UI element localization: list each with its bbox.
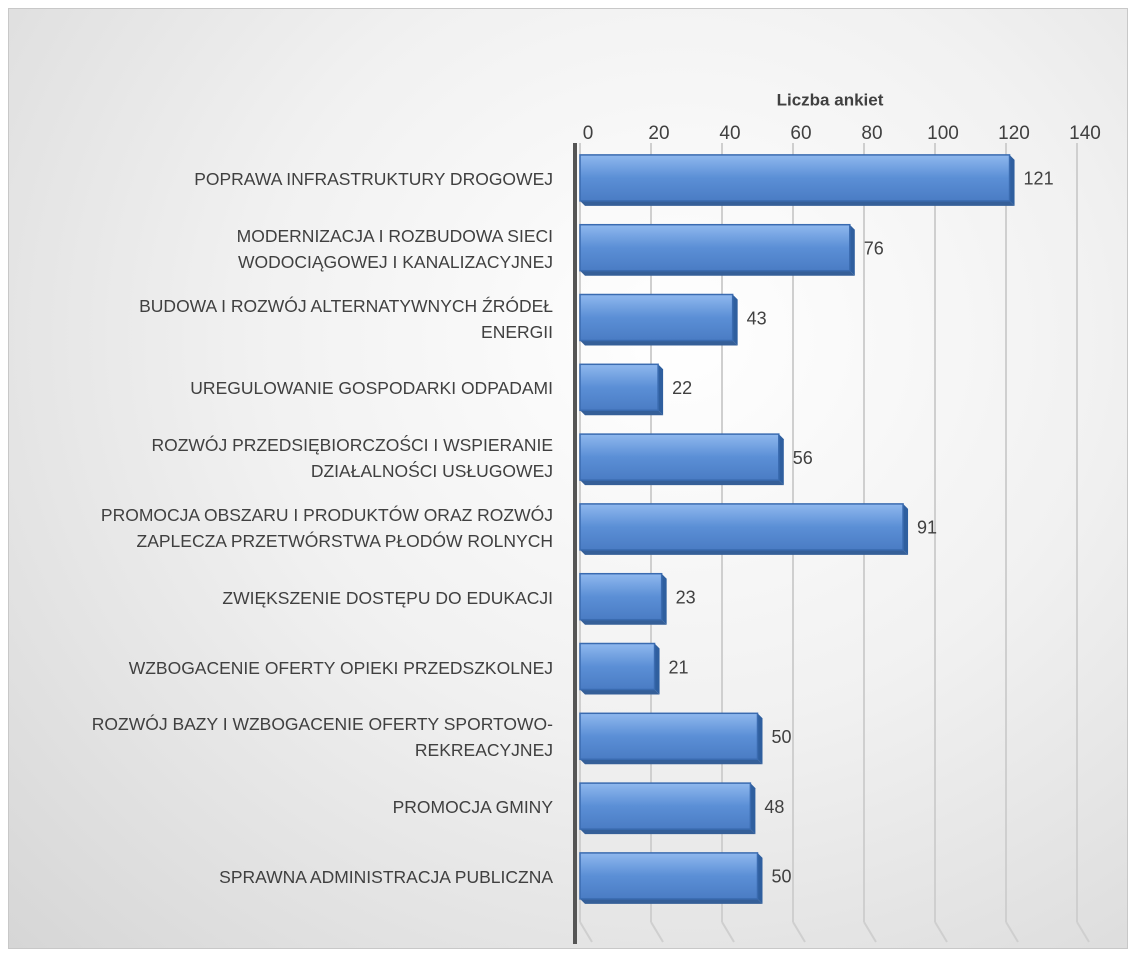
bar <box>579 363 659 412</box>
y-tick-label: ZWIĘKSZENIE DOSTĘPU DO EDUKACJI <box>222 587 553 608</box>
y-tick-label: MODERNIZACJA I ROZBUDOWA SIECI WODOCIĄGO… <box>236 225 553 272</box>
bar-side <box>849 224 855 276</box>
x-tick-label: 0 <box>583 123 594 144</box>
bar-group <box>579 154 1015 206</box>
bar-bottom <box>580 898 763 904</box>
bar-bottom <box>580 270 855 276</box>
bar-bottom <box>580 759 763 765</box>
bar <box>579 642 656 691</box>
bar-side <box>750 783 756 835</box>
floor-line <box>721 921 735 943</box>
data-label: 56 <box>793 448 813 468</box>
bar <box>579 572 663 621</box>
floor-line <box>1076 921 1090 943</box>
bar-bottom <box>580 200 1015 206</box>
bar-group <box>579 712 763 765</box>
bar-bottom <box>580 480 784 486</box>
bar-group <box>579 782 756 835</box>
axis-title: Liczba ankiet <box>777 90 884 109</box>
bar-bottom <box>580 549 909 555</box>
y-tick-label: ROZWÓJ BAZY I WZBOGACENIE OFERTY SPORTOW… <box>91 714 553 761</box>
bar-group <box>579 223 855 276</box>
x-tick-label: 80 <box>861 123 882 144</box>
floor-line <box>650 921 664 943</box>
floor-line <box>579 921 593 943</box>
floor-line <box>1005 921 1019 943</box>
bar-group <box>579 293 738 346</box>
bar-bottom <box>580 829 756 835</box>
data-label: 121 <box>1024 169 1054 189</box>
bar-bottom <box>580 619 667 625</box>
y-tick-label: BUDOWA I ROZWÓJ ALTERNATYWNYCH ŹRÓDEŁ EN… <box>139 295 553 342</box>
axis-wall <box>573 143 577 944</box>
y-tick-label: PROMOCJA OBSZARU I PRODUKTÓW ORAZ ROZWÓJ… <box>100 504 553 551</box>
bar-side <box>661 573 667 625</box>
data-label: 23 <box>676 587 696 607</box>
floor-line <box>934 921 948 943</box>
bar <box>579 782 752 830</box>
y-tick-label: PROMOCJA GMINY <box>392 797 553 818</box>
x-tick-label: 60 <box>790 123 811 144</box>
y-tick-label: UREGULOWANIE GOSPODARKI ODPADAMI <box>190 378 553 399</box>
bar-bottom <box>580 340 738 346</box>
bar-side <box>654 643 660 695</box>
bar-bottom <box>580 689 660 695</box>
data-label: 22 <box>672 378 692 398</box>
bar <box>579 293 734 342</box>
bar-side <box>778 434 784 486</box>
data-label: 76 <box>864 238 884 258</box>
data-label: 21 <box>669 657 689 677</box>
bar-side <box>903 503 909 555</box>
bar-group <box>579 363 664 416</box>
data-label: 91 <box>917 518 937 538</box>
bar-side <box>757 852 763 904</box>
x-tick-label: 140 <box>1069 123 1101 144</box>
bar-group <box>579 572 667 625</box>
bar-side <box>658 364 664 416</box>
data-label: 48 <box>764 797 784 817</box>
x-tick-label: 100 <box>927 123 959 144</box>
bar-group <box>579 503 909 555</box>
y-tick-label: SPRAWNA ADMINISTRACJA PUBLICZNA <box>219 866 553 887</box>
y-tick-label: ROZWÓJ PRZEDSIĘBIORCZOŚCI I WSPIERANIE D… <box>151 435 553 482</box>
floor-line <box>863 921 877 943</box>
data-label: 50 <box>772 867 792 887</box>
floor-line <box>792 921 806 943</box>
bar <box>579 433 780 481</box>
bar-group <box>579 433 784 486</box>
bar <box>579 852 759 900</box>
bar-side <box>757 713 763 765</box>
bar-group <box>579 852 763 904</box>
y-tick-label: WZBOGACENIE OFERTY OPIEKI PRZEDSZKOLNEJ <box>128 657 553 678</box>
bar-group <box>579 642 660 695</box>
y-tick-label: POPRAWA INFRASTRUKTURY DROGOWEJ <box>194 168 553 189</box>
bar <box>579 712 759 761</box>
bar <box>579 223 851 272</box>
bar <box>579 503 904 551</box>
x-tick-label: 120 <box>998 123 1030 144</box>
data-label: 43 <box>747 308 767 328</box>
x-tick-label: 20 <box>648 123 669 144</box>
data-label: 50 <box>772 727 792 747</box>
x-tick-label: 40 <box>719 123 740 144</box>
bar-bottom <box>580 410 664 416</box>
bar <box>579 154 1011 202</box>
bar-side <box>732 294 738 346</box>
bar-side <box>1009 154 1015 206</box>
